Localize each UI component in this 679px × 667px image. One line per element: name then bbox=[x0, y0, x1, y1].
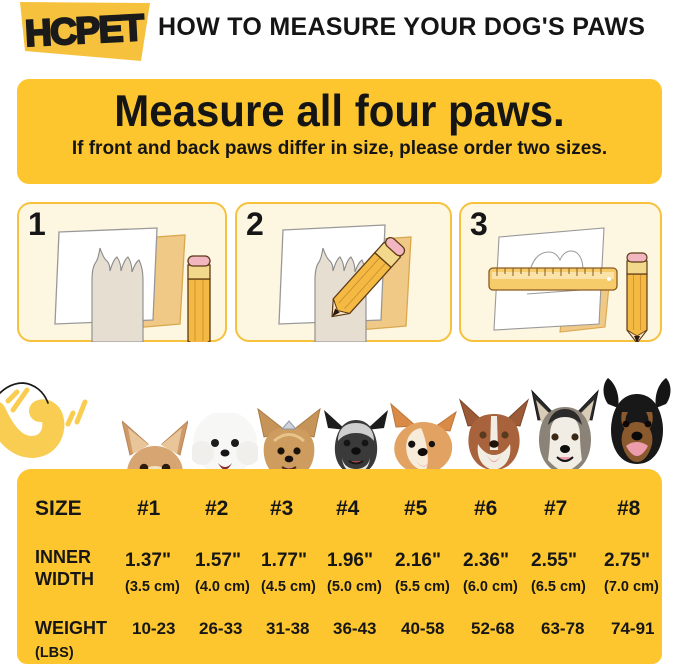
svg-text:HCPET: HCPET bbox=[24, 7, 146, 54]
